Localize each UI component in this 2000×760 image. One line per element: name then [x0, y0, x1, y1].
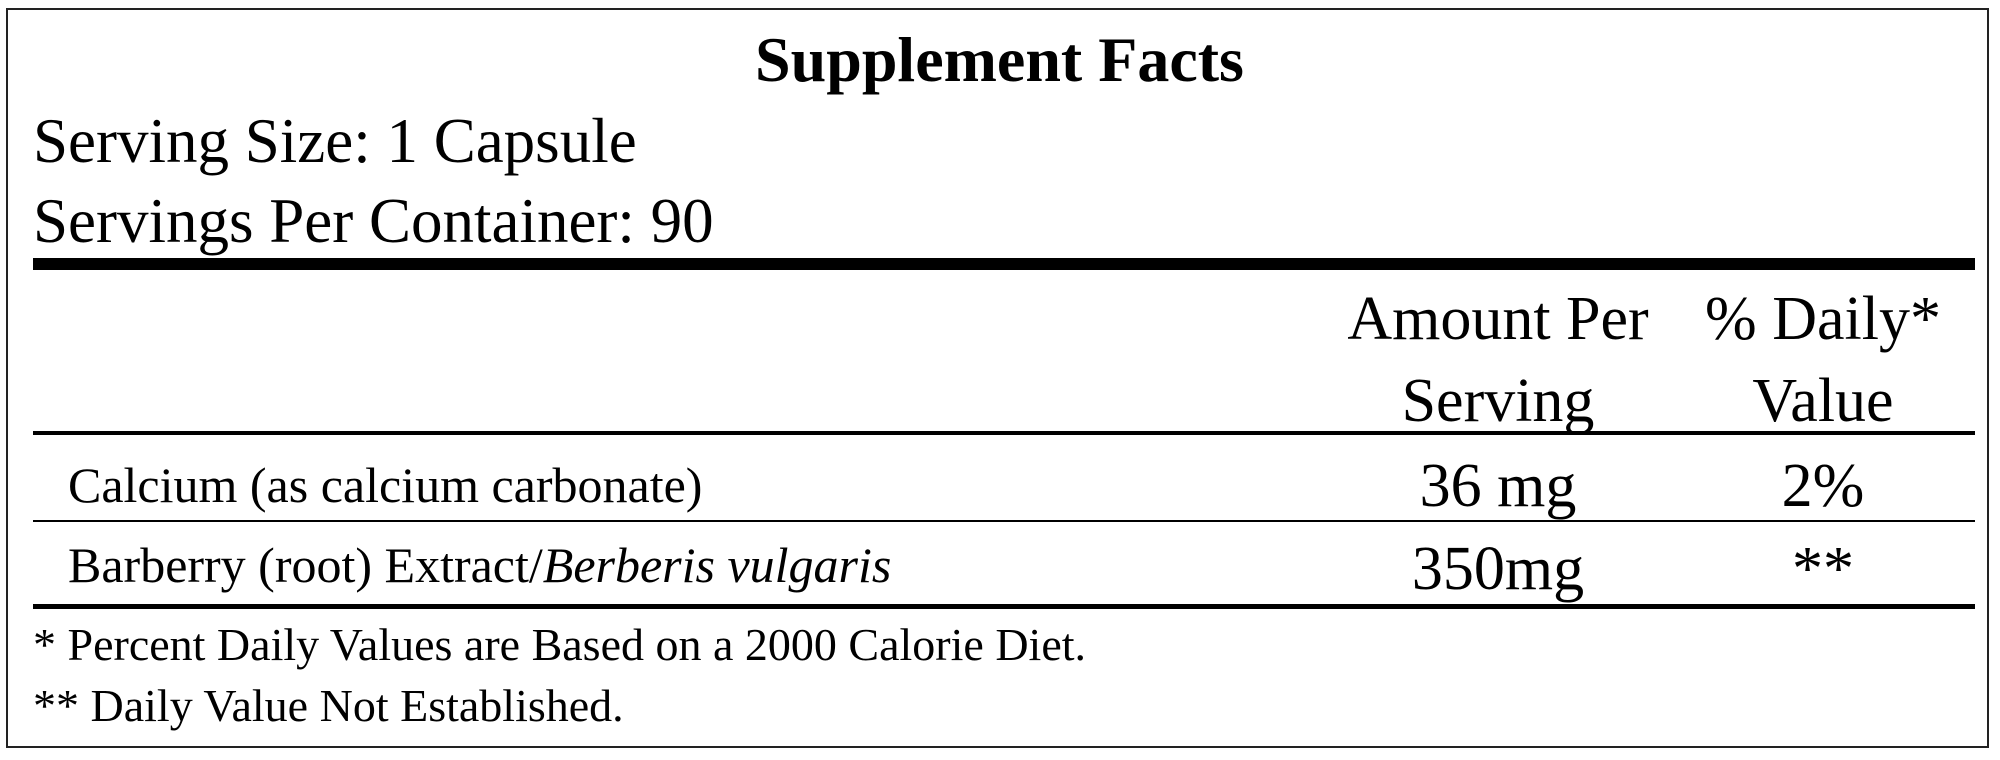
row-calcium-amount: 36 mg: [1419, 452, 1577, 520]
row-barberry-name-latin: Berberis vulgaris: [542, 537, 892, 593]
footnote-not-established: ** Daily Value Not Established.: [33, 680, 624, 731]
row-barberry-name-prefix: Barberry (root) Extract/: [68, 537, 543, 593]
row-barberry-daily-value: **: [1792, 535, 1854, 603]
thick-divider: [33, 258, 1975, 270]
header-divider: [33, 431, 1975, 435]
row-barberry-name: Barberry (root) Extract/Berberis vulgari…: [68, 540, 891, 590]
panel-title: Supplement Facts: [755, 24, 1244, 95]
row-barberry-amount: 350mg: [1411, 535, 1585, 603]
row-divider: [33, 520, 1975, 522]
daily-value-header-line2: Value: [1752, 367, 1894, 435]
footer-divider: [33, 604, 1975, 609]
row-calcium-name: Calcium (as calcium carbonate): [68, 457, 703, 513]
amount-per-header-line2: Serving: [1401, 367, 1595, 435]
amount-per-header-line1: Amount Per: [1347, 285, 1649, 353]
daily-value-header-line1: % Daily*: [1705, 285, 1941, 353]
supplement-facts-panel: Supplement Facts Serving Size: 1 Capsule…: [6, 8, 1989, 748]
serving-size: Serving Size: 1 Capsule: [33, 106, 637, 176]
servings-per-container: Servings Per Container: 90: [33, 186, 714, 256]
row-calcium-daily-value: 2%: [1781, 452, 1865, 520]
footnote-daily-values: * Percent Daily Values are Based on a 20…: [33, 619, 1087, 670]
